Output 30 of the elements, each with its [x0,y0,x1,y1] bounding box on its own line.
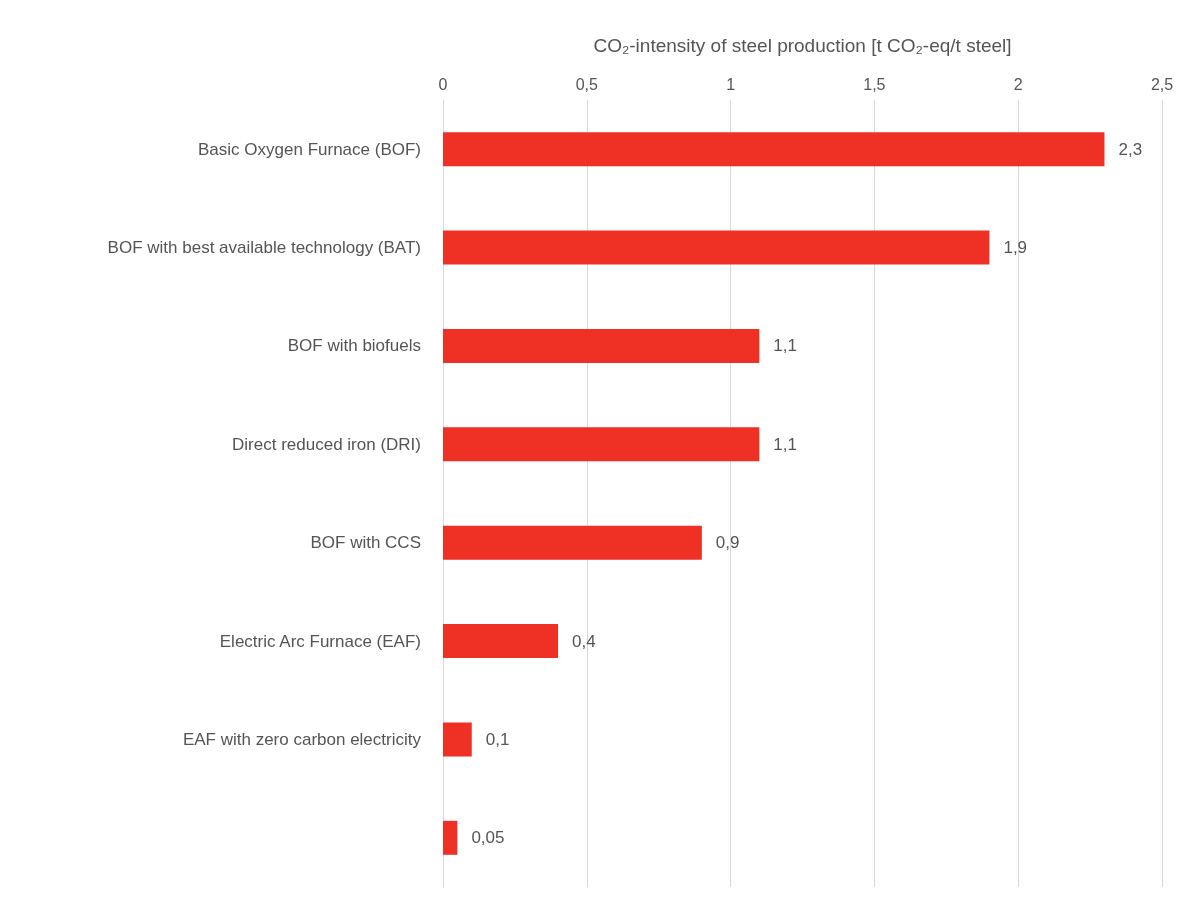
y-tick-label: BOF with best available technology (BAT) [107,238,421,258]
bar [443,132,1105,167]
bar [443,328,760,363]
x-tick-label: 1 [726,75,736,93]
x-tick-label: 1,5 [863,75,886,93]
bar [443,525,702,560]
x-tick-label: 2 [1013,75,1023,93]
bar [443,230,990,265]
bar [443,722,472,757]
data-label: 2,3 [1118,139,1143,159]
bar [443,427,760,462]
y-tick-label: BOF with CCS [310,533,421,553]
y-tick-label: Electric Arc Furnace (EAF) [219,631,421,651]
data-label: 0,1 [485,729,510,749]
y-tick-label: Direct reduced iron (DRI) [232,434,421,454]
y-tick-label: BOF with biofuels [287,336,421,356]
data-label: 1,1 [773,434,797,454]
bar [443,820,458,855]
data-label: 1,9 [1003,238,1028,258]
data-label: 0,4 [572,631,596,651]
x-tick-label: 2,5 [1150,75,1174,93]
data-label: 0,05 [471,828,505,848]
y-tick-label: Basic Oxygen Furnace (BOF) [198,139,421,159]
x-axis-title: CO₂-intensity of steel production [t CO₂-eq/t steel] [593,35,1012,56]
bar [443,624,559,659]
data-label: 0,9 [715,533,740,553]
y-tick-label: EAF with zero carbon electricity [182,729,422,749]
x-tick-label: 0 [438,75,448,93]
data-label: 1,1 [773,336,797,356]
x-tick-label: 0,5 [575,75,599,93]
